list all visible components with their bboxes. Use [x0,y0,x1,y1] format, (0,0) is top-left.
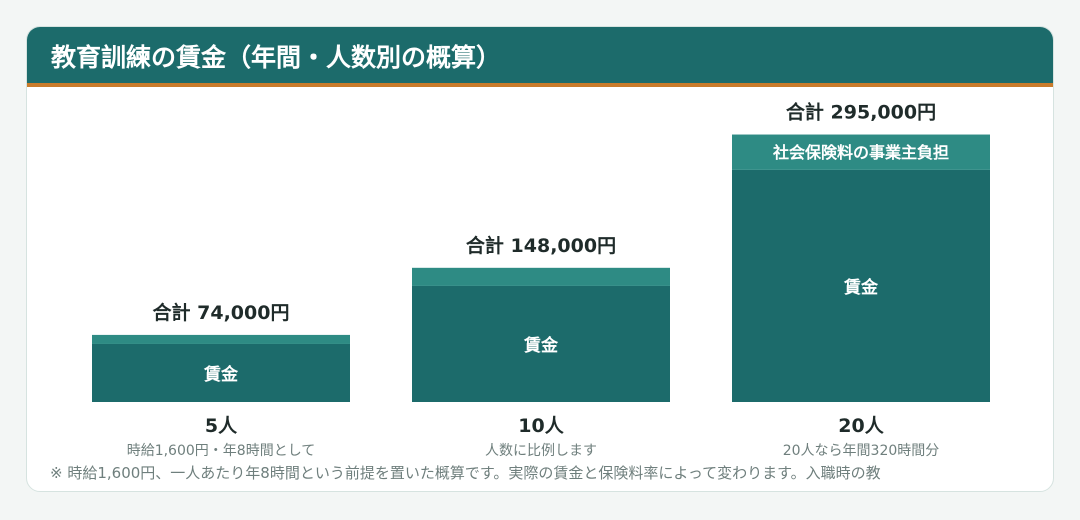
total-label: 合計 74,000円 [153,301,290,324]
category-label: 20人 [838,415,884,437]
bar-wage [732,169,990,402]
category-note: 20人なら年間320時間分 [783,443,940,459]
segment-label-wage: 賃金 [523,335,559,356]
segment-label-wage: 賃金 [843,277,879,298]
bar-wage [92,343,350,402]
bar-insurance [732,134,990,170]
category-label: 10人 [518,415,564,437]
segment-label-insurance: 社会保険料の事業主負担 [772,143,949,162]
category-note: 人数に比例します [485,443,597,459]
bar-insurance [412,267,670,286]
segment-label-wage: 賃金 [203,364,239,385]
footnote: ※ 時給1,600円、一人あたり年8時間という前提を置いた概算です。実際の賃金と… [50,464,881,482]
total-label: 合計 295,000円 [786,101,936,124]
chart-header: 教育訓練の賃金（年間・人数別の概算） [27,27,1053,87]
bar-wage [412,285,670,402]
bar-insurance [92,334,350,344]
total-label: 合計 148,000円 [466,234,616,257]
category-label: 5人 [205,415,238,437]
chart-title: 教育訓練の賃金（年間・人数別の概算） [51,43,502,72]
category-note: 時給1,600円・年8時間として [127,443,316,459]
